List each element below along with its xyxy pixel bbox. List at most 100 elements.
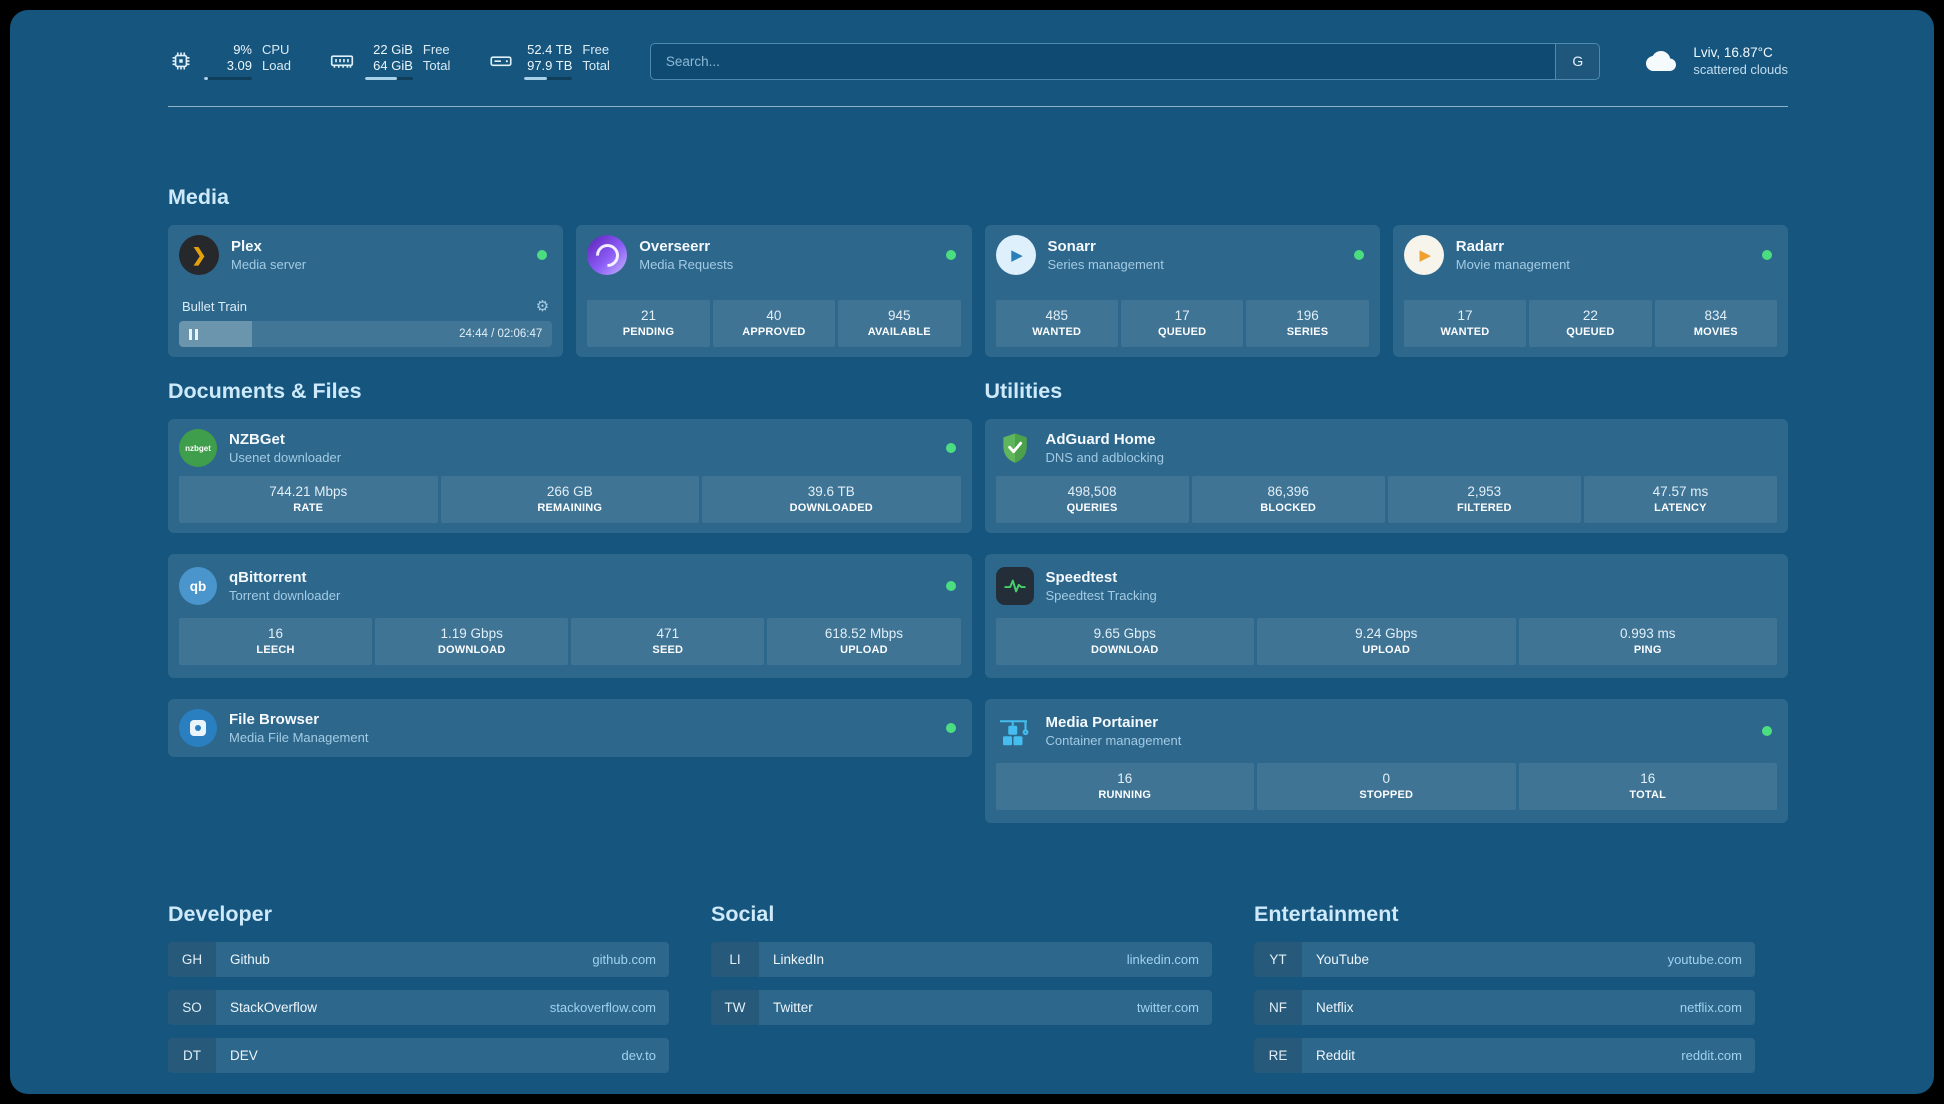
stat-label: QUEUED: [1566, 326, 1615, 338]
status-dot: [945, 723, 956, 733]
weather-text: Lviv, 16.87°C scattered clouds: [1693, 44, 1788, 78]
service-card-radarr[interactable]: Radarr Movie management 17 WANTED 22 QUE…: [1392, 225, 1788, 357]
stat-wanted: 17 WANTED: [1403, 300, 1527, 347]
bookmark-netflix[interactable]: NF Netflix netflix.com: [1254, 990, 1755, 1025]
pause-icon[interactable]: [189, 329, 198, 340]
status-dot: [1353, 250, 1364, 260]
service-name: NZBGet: [229, 431, 285, 448]
service-name: File Browser: [229, 711, 320, 728]
service-card-speedtest[interactable]: Speedtest Speedtest Tracking 9.65 Gbps D…: [984, 554, 1788, 678]
bookmark-abbr: NF: [1254, 990, 1302, 1025]
service-name: Speedtest: [1045, 569, 1118, 586]
bookmark-name: DEV: [230, 1048, 258, 1063]
service-name: Media Portainer: [1045, 714, 1159, 731]
stat-label: STOPPED: [1359, 789, 1414, 801]
gear-icon[interactable]: ⚙: [535, 298, 550, 315]
stat-wanted: 485 WANTED: [995, 300, 1118, 347]
card-titles: qBittorrent Torrent downloader: [229, 568, 340, 604]
bookmark-url: linkedin.com: [1126, 952, 1199, 967]
section-heading-developer: Developer: [168, 902, 272, 926]
card-header: Overseerr Media Requests: [587, 235, 960, 275]
stat-pending: 21 PENDING: [587, 300, 710, 347]
service-card-qbittorrent[interactable]: qb qBittorrent Torrent downloader 16 LEE…: [168, 554, 972, 678]
stat-label: TOTAL: [1629, 789, 1667, 801]
disk-total-label: Total: [582, 58, 610, 73]
stat-value: 86,396: [1267, 484, 1309, 499]
stat-label: PING: [1633, 644, 1662, 656]
cpu-icon: [168, 48, 194, 74]
speedtest-icon: [995, 567, 1034, 605]
card-header: Media Portainer Container management: [996, 712, 1778, 750]
bookmark-abbr: YT: [1254, 942, 1302, 977]
service-card-adguard[interactable]: AdGuard Home DNS and adblocking 498,508 …: [984, 419, 1788, 533]
playback-progress-bar[interactable]: 24:44 / 02:06:47: [179, 321, 553, 347]
section-documents: Documents & Files nzbget NZBGet Usenet d…: [168, 379, 972, 778]
service-card-portainer[interactable]: Media Portainer Container management 16 …: [984, 699, 1788, 823]
card-header: Sonarr Series management: [995, 235, 1369, 275]
search-provider-button[interactable]: G: [1555, 43, 1600, 79]
card-titles: Radarr Movie management: [1456, 237, 1570, 273]
card-header: Plex Media server: [179, 235, 552, 275]
service-name: Plex: [231, 238, 262, 255]
stat-label: REMAINING: [537, 502, 603, 514]
stat-label: UPLOAD: [1362, 644, 1411, 656]
bookmark-stackoverflow[interactable]: SO StackOverflow stackoverflow.com: [168, 990, 669, 1025]
memory-widget: 22 GiB 64 GiB Free Total: [329, 42, 450, 80]
bookmark-twitter[interactable]: TW Twitter twitter.com: [711, 990, 1212, 1025]
adguard-icon: [996, 429, 1034, 467]
stats-row: 16 LEECH 1.19 Gbps DOWNLOAD 471 SEED 6: [179, 618, 961, 665]
service-card-filebrowser[interactable]: File Browser Media File Management: [168, 699, 972, 757]
service-subtitle: Usenet downloader: [229, 450, 342, 465]
disk-free-value: 52.4 TB: [527, 42, 573, 57]
stat-value: 744.21 Mbps: [269, 484, 348, 499]
section-heading-media: Media: [168, 185, 229, 209]
service-card-overseerr[interactable]: Overseerr Media Requests 21 PENDING 40 A…: [576, 225, 972, 357]
search-input[interactable]: [650, 43, 1556, 79]
bookmark-abbr: GH: [168, 942, 216, 977]
stat-label: BLOCKED: [1260, 502, 1317, 514]
stats-row: 485 WANTED 17 QUEUED 196 SERIES: [995, 300, 1369, 347]
stat-value: 471: [656, 626, 680, 641]
stat-label: DOWNLOAD: [1090, 644, 1159, 656]
stat-available: 945 AVAILABLE: [838, 300, 961, 347]
stat-label: LEECH: [256, 644, 295, 656]
stat-label: DOWNLOAD: [437, 644, 506, 656]
status-dot: [537, 250, 548, 260]
stat-value: 16: [1640, 771, 1656, 786]
stat-label: RUNNING: [1098, 789, 1152, 801]
card-titles: Plex Media server: [231, 237, 306, 273]
service-card-nzbget[interactable]: nzbget NZBGet Usenet downloader 744.21 M…: [168, 419, 972, 533]
playback-time: 24:44 / 02:06:47: [459, 328, 543, 340]
status-dot: [1762, 726, 1772, 736]
stat-label: APPROVED: [742, 326, 806, 338]
bookmark-linkedin[interactable]: LI LinkedIn linkedin.com: [711, 942, 1212, 977]
bookmark-name: Github: [230, 952, 270, 967]
stat-label: MOVIES: [1693, 326, 1738, 338]
cpu-load-label: Load: [262, 58, 291, 73]
stat-value: 21: [640, 308, 656, 323]
bookmark-group-social: Social LI LinkedIn linkedin.com TW Twitt…: [711, 902, 1212, 1086]
bookmark-github[interactable]: GH Github github.com: [168, 942, 669, 977]
service-card-plex[interactable]: Plex Media server Bullet Train ⚙ 24:44 /…: [168, 225, 564, 357]
cloud-icon: [1640, 46, 1682, 76]
bookmark-reddit[interactable]: RE Reddit reddit.com: [1254, 1038, 1755, 1073]
memory-labels: Free Total: [423, 42, 450, 80]
stat-queued: 17 QUEUED: [1120, 300, 1244, 347]
bookmark-dev[interactable]: DT DEV dev.to: [168, 1038, 669, 1073]
stat-blocked: 86,396 BLOCKED: [1191, 476, 1385, 523]
service-subtitle: Media server: [231, 257, 307, 272]
bookmark-abbr: RE: [1254, 1038, 1302, 1073]
stat-movies: 834 MOVIES: [1654, 300, 1778, 347]
card-titles: Sonarr Series management: [1048, 237, 1164, 273]
bookmark-group-entertainment: Entertainment YT YouTube youtube.com NF …: [1254, 902, 1755, 1086]
section-heading-social: Social: [711, 902, 775, 926]
card-header: File Browser Media File Management: [179, 709, 961, 747]
section-heading-documents: Documents & Files: [168, 379, 362, 403]
service-name: AdGuard Home: [1045, 431, 1156, 448]
cpu-load-value: 3.09: [226, 58, 252, 73]
bookmark-youtube[interactable]: YT YouTube youtube.com: [1254, 942, 1755, 977]
service-card-sonarr[interactable]: Sonarr Series management 485 WANTED 17 Q…: [984, 225, 1380, 357]
stat-value: 39.6 TB: [807, 484, 855, 499]
bookmark-group-developer: Developer GH Github github.com SO StackO…: [168, 902, 669, 1086]
stat-seed: 471 SEED: [571, 618, 765, 665]
